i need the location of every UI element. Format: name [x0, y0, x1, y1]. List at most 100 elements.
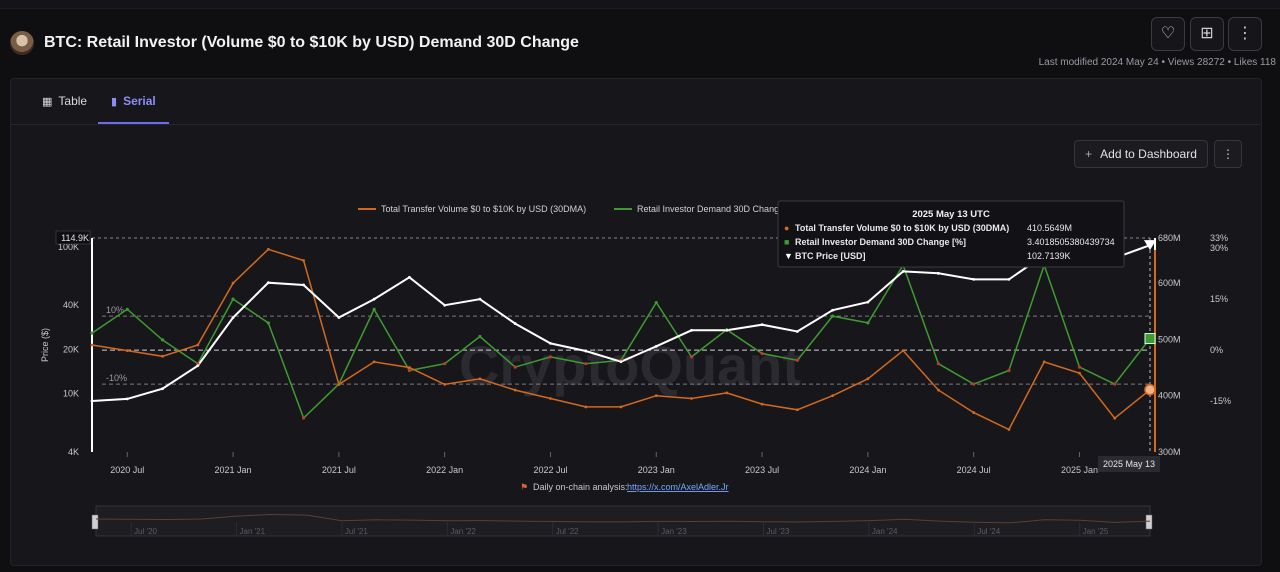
data-point-price [372, 297, 376, 301]
chart-footer: ⚑ Daily on-chain analysis: https://x.com/A… [520, 482, 729, 492]
navigator-tick-label: Jul '21 [345, 527, 368, 536]
navigator-handle-left[interactable] [91, 514, 99, 530]
data-point-volume [513, 388, 517, 392]
data-point-volume [549, 397, 552, 400]
data-point-volume [795, 408, 799, 412]
navigator-tick-label: Jul '22 [556, 527, 579, 536]
data-point-volume [90, 343, 94, 347]
tab-table[interactable]: ▦ Table [42, 78, 87, 124]
view-tabs: ▦ Table ▮ Serial [10, 78, 1260, 125]
x-tick-label: 2025 Jan [1061, 465, 1098, 475]
data-point-demand [302, 416, 306, 420]
navigator-tick-label: Jul '24 [977, 527, 1000, 536]
x-tick-label: 2024 Jul [957, 465, 991, 475]
x-tick-label: 2024 Jan [849, 465, 886, 475]
data-point-demand [125, 307, 129, 311]
data-point-volume [161, 354, 164, 358]
page-title: BTC: Retail Investor (Volume $0 to $10K … [44, 34, 579, 51]
data-point-demand [548, 355, 553, 359]
data-point-price [513, 322, 517, 325]
data-point-volume [1078, 371, 1081, 375]
data-point-price [90, 399, 94, 403]
footnote-link[interactable]: https://x.com/AxelAdler.Jr [627, 482, 729, 492]
navigator-tick-label: Jan '25 [1083, 527, 1109, 536]
legend-label: Total Transfer Volume $0 to $10K by USD … [381, 204, 586, 214]
bookmark-button[interactable]: ⊞ [1190, 17, 1224, 51]
more-vertical-icon: ⋮ [1237, 25, 1253, 42]
data-point-demand [972, 382, 976, 386]
tooltip-box [777, 200, 1125, 268]
data-point-price [231, 316, 235, 319]
data-point-price [972, 278, 976, 281]
tooltip-value: 410.5649M [1027, 223, 1072, 233]
likes-count: Likes 118 [1233, 57, 1276, 68]
data-point-volume [1007, 428, 1011, 431]
data-point-demand [584, 362, 588, 366]
data-point-price [408, 275, 411, 279]
tooltip-marker: ● [784, 223, 789, 233]
data-point-volume [866, 377, 870, 381]
data-point-demand [1113, 382, 1117, 386]
crosshair-date-badge [1098, 456, 1160, 472]
chart-grid: 10% -10% [92, 237, 1150, 385]
y3-tick-label: 33% [1210, 233, 1228, 243]
data-point-price [443, 303, 447, 307]
navigator-tick-label: Jan '24 [872, 527, 898, 536]
data-point-price [584, 349, 588, 353]
data-point-volume [372, 360, 376, 364]
data-point-price [654, 344, 658, 348]
chart-navigator[interactable]: Jul '20 Jan '21 Jul '21 Jan '22 Jul '22 Jan '… [91, 505, 1153, 537]
navigator-tick-label: Jan '21 [240, 527, 266, 536]
data-point-demand [831, 314, 835, 318]
data-point-price [302, 283, 305, 287]
data-point-volume [937, 388, 940, 392]
chart-card [10, 78, 1262, 566]
data-point-demand [1007, 368, 1011, 373]
y3-tick-label: 30% [1210, 243, 1228, 253]
x-tick-label: 2021 Jan [215, 465, 252, 475]
y-tick-label: 20K [63, 344, 79, 354]
data-point-price [478, 297, 482, 301]
data-point-volume [196, 343, 200, 347]
tooltip-label: Retail Investor Demand 30D Change [%] [795, 237, 966, 247]
bar-chart-icon: ▮ [111, 96, 118, 108]
bookmark-icon: ⊞ [1200, 25, 1214, 42]
watermark: CryptoQuant [459, 334, 801, 397]
crosshair-marker-volume [1144, 383, 1156, 396]
data-point-demand [760, 351, 764, 356]
data-point-demand [231, 297, 235, 301]
data-point-price [125, 397, 129, 401]
plus-icon: + [1085, 147, 1093, 161]
y2-tick-label: 680M [1158, 233, 1181, 243]
data-point-price [196, 364, 200, 368]
more-button[interactable]: ⋮ [1228, 17, 1262, 51]
like-button[interactable]: ♡ [1151, 17, 1185, 51]
more-vertical-icon: ⋮ [1222, 147, 1234, 161]
data-point-demand [936, 362, 941, 366]
data-point-volume [478, 377, 482, 381]
data-point-price [725, 328, 729, 332]
meta-separator: • [1227, 57, 1232, 68]
data-point-price [866, 300, 870, 304]
data-point-price [161, 387, 164, 391]
chart-menu-button[interactable]: ⋮ [1214, 140, 1242, 168]
data-point-price [337, 316, 341, 319]
data-point-price [266, 281, 270, 285]
tooltip-label: BTC Price [USD] [795, 251, 866, 261]
data-point-price [760, 323, 764, 327]
data-point-demand [266, 321, 270, 325]
navigator-handle-right[interactable] [1145, 514, 1153, 530]
navigator-tick-label: Jul '23 [767, 527, 790, 536]
data-point-volume [266, 247, 270, 251]
tab-serial[interactable]: ▮ Serial [98, 78, 169, 124]
footnote-text: Daily on-chain analysis: [533, 482, 628, 492]
data-point-price [901, 270, 905, 273]
data-point-demand [90, 331, 94, 335]
y-axis-title: Price ($) [40, 328, 50, 362]
data-point-demand [372, 307, 376, 311]
x-tick-label: 2023 Jul [745, 465, 779, 475]
add-to-dashboard-button[interactable]: + Add to Dashboard [1074, 140, 1208, 168]
tooltip-value: 102.7139K [1027, 251, 1071, 261]
author-avatar[interactable] [10, 31, 34, 55]
